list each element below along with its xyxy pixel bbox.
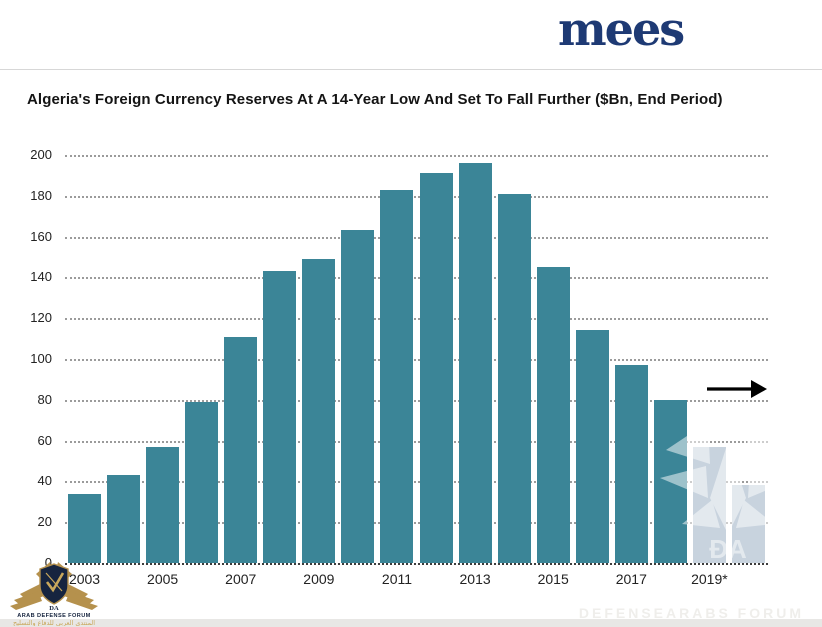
gridline xyxy=(65,359,768,361)
trend-arrow-icon xyxy=(705,376,769,402)
bar-2013 xyxy=(458,163,492,563)
y-axis-tick-label: 200 xyxy=(30,147,52,162)
bar-2016 xyxy=(575,330,609,563)
y-axis-tick-label: 160 xyxy=(30,228,52,244)
x-axis-tick-label: 2019* xyxy=(691,571,728,587)
bar-2007 xyxy=(224,336,258,563)
gridline xyxy=(65,440,768,443)
y-axis-tick-label: 60 xyxy=(37,432,52,448)
bottom-strip xyxy=(0,619,822,627)
x-axis-tick-label: 2005 xyxy=(147,571,179,587)
forum-arabic-text: المنتدى العربي للدفاع والتسليح xyxy=(13,619,95,626)
gridline xyxy=(65,481,768,484)
gridline xyxy=(65,195,768,198)
bar-2010 xyxy=(341,230,375,563)
mees-logo: mees xyxy=(558,2,685,56)
y-axis-tick-label: 40 xyxy=(37,473,52,489)
x-axis-tick-label: 2013 xyxy=(459,571,491,587)
y-axis-tick-label: 120 xyxy=(30,310,52,326)
y-axis-tick-label: 20 xyxy=(37,514,52,530)
bar-2014 xyxy=(497,193,531,563)
header-divider xyxy=(0,69,822,70)
y-axis-tick-label: 100 xyxy=(30,351,52,366)
bar-2005 xyxy=(146,446,180,563)
bar-2008 xyxy=(263,271,297,563)
gridline xyxy=(65,399,768,402)
bar-2003 xyxy=(68,493,102,563)
x-axis-baseline xyxy=(65,563,768,565)
x-axis-tick-label: 2011 xyxy=(381,571,413,587)
gridline xyxy=(65,236,768,239)
faint-watermark-text: DEFENSEARABS FORUM xyxy=(578,605,804,621)
x-axis-tick-label: 2003 xyxy=(68,571,101,587)
bar-2012 xyxy=(419,173,453,563)
x-axis-tick-label: 2007 xyxy=(225,571,257,587)
x-axis-tick-label: 2009 xyxy=(303,571,335,587)
gridline xyxy=(65,277,768,280)
gridline xyxy=(65,318,768,321)
gridline xyxy=(65,522,768,525)
bar-2019 xyxy=(692,446,726,563)
forum-name-text: ARAB DEFENSE FORUM xyxy=(17,613,90,619)
y-axis-tick-label: 0 xyxy=(44,555,52,570)
chart-title: Algeria's Foreign Currency Reserves At A… xyxy=(27,91,723,108)
bar-2011 xyxy=(380,189,414,563)
bar-2020 xyxy=(731,485,765,563)
x-axis-tick-label: 2015 xyxy=(537,571,569,587)
y-axis-tick-label: 140 xyxy=(30,269,52,285)
bar-2004 xyxy=(107,475,141,563)
bar-2017 xyxy=(614,365,648,563)
bar-2009 xyxy=(302,259,336,563)
y-axis-tick-label: 180 xyxy=(30,187,52,203)
gridline xyxy=(65,155,768,157)
bar-2015 xyxy=(536,267,570,563)
y-axis-tick-label: 80 xyxy=(37,391,52,407)
forum-monogram-text: DA xyxy=(49,605,59,612)
bar-2006 xyxy=(185,401,219,563)
bar-2018 xyxy=(653,399,687,563)
forum-logo: DA ARAB DEFENSE FORUM المنتدى العربي للد… xyxy=(6,560,102,626)
x-axis-tick-label: 2017 xyxy=(615,571,647,587)
